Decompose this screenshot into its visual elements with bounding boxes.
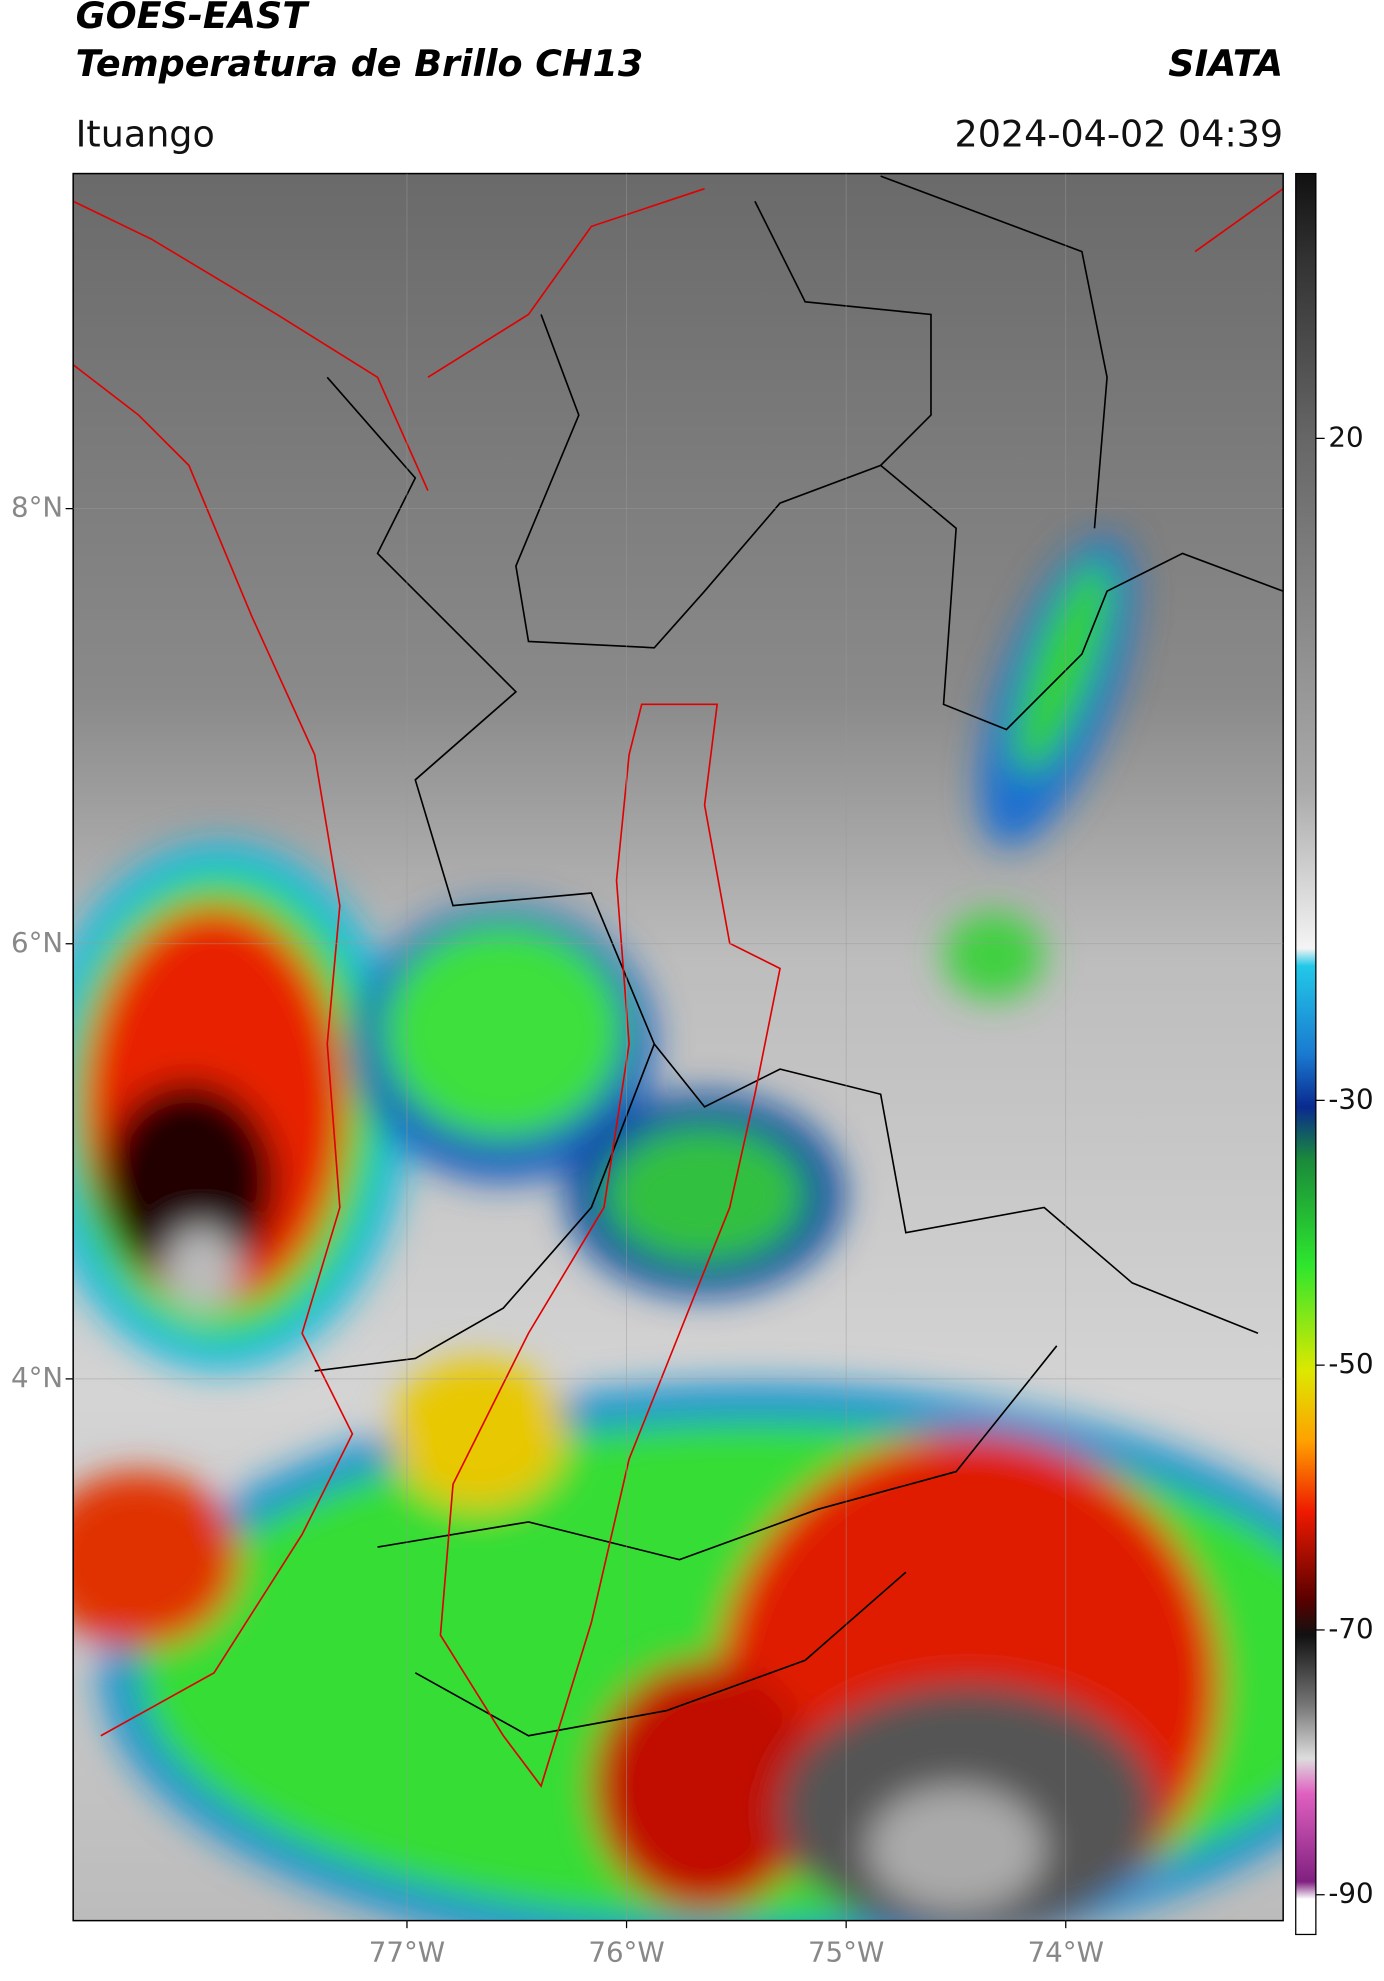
colorbar-tick-label: 20 (1328, 420, 1363, 453)
colorbar-tick-label: -90 (1328, 1877, 1373, 1910)
colorbar-tick-label: -50 (1328, 1347, 1373, 1380)
location: Ituango (76, 112, 215, 155)
x-tick-label: 76°W (588, 1935, 664, 1968)
title: GOES-EAST (76, 0, 311, 37)
x-tick-label: 75°W (808, 1935, 884, 1968)
subtitle: Temperatura de Brillo CH13 (76, 42, 644, 85)
x-tick-label: 74°W (1028, 1935, 1104, 1968)
satellite-image (73, 173, 1284, 1921)
colorbar-tick-label: -30 (1328, 1082, 1373, 1115)
colorbar (1295, 172, 1317, 1936)
source: SIATA (1168, 42, 1283, 85)
y-tick-label: 6°N (11, 926, 63, 959)
y-tick-label: 8°N (11, 491, 63, 524)
map-frame (72, 172, 1284, 1922)
colorbar-tick-label: -70 (1328, 1612, 1373, 1645)
datetime: 2024-04-02 04:39 (955, 112, 1284, 155)
x-tick-label: 77°W (369, 1935, 445, 1968)
y-tick-label: 4°N (11, 1361, 63, 1394)
